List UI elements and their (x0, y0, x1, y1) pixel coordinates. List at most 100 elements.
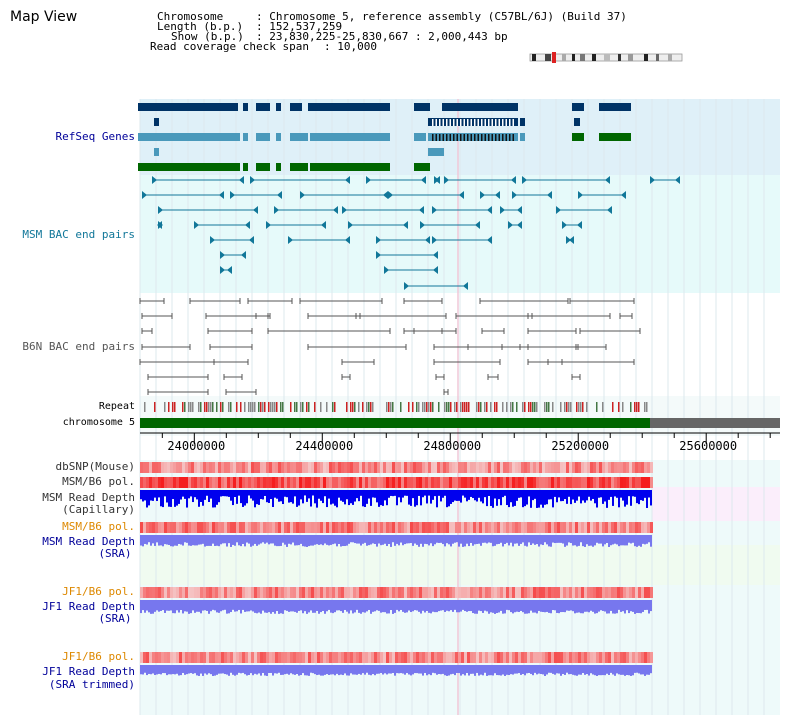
msm-b6-pol2-heat-cell (401, 522, 404, 533)
track-label-msm-b6-pol-1[interactable]: MSM/B6 pol. (62, 475, 135, 488)
refseq-gene-row3-exon[interactable] (276, 133, 281, 141)
msm-b6-pol-heat-cell (629, 477, 632, 488)
jf1-trimmed-depth-bar (386, 665, 388, 675)
msm-b6-pol-heat-cell (593, 477, 596, 488)
msm-sra-depth-bar (290, 535, 292, 545)
refseq-gene-row3-exon[interactable] (310, 133, 390, 141)
refseq-gene-row4-exon[interactable] (428, 148, 444, 156)
refseq-gene-row1-exon[interactable] (442, 103, 518, 111)
refseq-gene-row3-exon[interactable] (138, 133, 240, 141)
refseq-gene-row5-exon[interactable] (276, 163, 281, 171)
track-label-msm-read-depth-sra-1[interactable]: MSM Read Depth (42, 535, 135, 548)
track-label-msm-bac[interactable]: MSM BAC end pairs (22, 228, 135, 241)
track-label-jf1-read-depth-sra-1[interactable]: JF1 Read Depth (42, 600, 135, 613)
refseq-gene-row1-exon[interactable] (572, 103, 584, 111)
refseq-gene-row4-exon[interactable] (154, 148, 159, 156)
msm-b6-pol-heat-cell (407, 477, 410, 488)
msm-capillary-depth-bar (460, 490, 462, 503)
refseq-gene-row2-exon[interactable] (574, 118, 580, 126)
jf1-trimmed-depth-bar (414, 665, 416, 674)
refseq-gene-row1-exon[interactable] (138, 103, 238, 111)
refseq-gene-row3-exon[interactable] (520, 133, 525, 141)
refseq-gene-row1-exon[interactable] (290, 103, 302, 111)
msm-bac-end-marker (425, 236, 430, 244)
jf1-b6-pol2-heat-cell (158, 652, 161, 663)
msm-sra-depth-bar (412, 535, 414, 546)
msm-capillary-depth-bar (330, 490, 332, 505)
jf1-b6-pol-heat-cell (428, 587, 431, 598)
msm-sra-depth-bar (446, 535, 448, 544)
msm-capillary-depth-bar (344, 490, 346, 505)
msm-sra-depth-bar (272, 535, 274, 544)
jf1-sra-depth-bar (572, 600, 574, 612)
jf1-sra-depth-bar (404, 600, 406, 613)
jf1-b6-pol-heat-cell (536, 587, 539, 598)
track-label-refseq[interactable]: RefSeq Genes (55, 130, 135, 143)
refseq-gene-row5-exon[interactable] (290, 163, 308, 171)
refseq-gene-row1-exon[interactable] (243, 103, 248, 111)
msm-sra-depth-bar (458, 535, 460, 547)
refseq-gene-row1-exon[interactable] (276, 103, 281, 111)
msm-capillary-depth-bar (262, 490, 264, 500)
refseq-gene-row3-exon[interactable] (414, 133, 426, 141)
track-label-msm-b6-pol-2[interactable]: MSM/B6 pol. (62, 520, 135, 533)
msm-sra-depth-bar (316, 535, 318, 545)
msm-b6-pol2-heat-cell (233, 522, 236, 533)
jf1-sra-depth-bar (202, 600, 204, 611)
msm-b6-pol2-heat-cell (464, 522, 467, 533)
refseq-gene-row5-exon[interactable] (243, 163, 248, 171)
jf1-sra-depth-bar (416, 600, 418, 611)
repeat-element (190, 402, 192, 412)
jf1-sra-depth-bar (398, 600, 400, 612)
msm-b6-pol2-heat-cell (632, 522, 635, 533)
refseq-gene-row1-exon[interactable] (599, 103, 631, 111)
track-label-b6n-bac[interactable]: B6N BAC end pairs (22, 340, 135, 353)
track-label-jf1-read-depth-trim-1[interactable]: JF1 Read Depth (42, 665, 135, 678)
msm-capillary-depth-bar (358, 490, 360, 502)
refseq-gene-row5-exon[interactable] (138, 163, 240, 171)
repeat-element (272, 402, 274, 412)
repeat-element (208, 402, 210, 412)
refseq-gene-row5-exon[interactable] (414, 163, 430, 171)
msm-capillary-depth-bar (598, 490, 600, 498)
msm-sra-depth-bar (162, 535, 164, 547)
jf1-sra-depth-bar (350, 600, 352, 611)
refseq-gene-row1-exon[interactable] (256, 103, 270, 111)
msm-b6-pol-heat-cell (224, 477, 227, 488)
refseq-gene-row1-exon[interactable] (414, 103, 430, 111)
refseq-gene-row3-exon[interactable] (256, 133, 270, 141)
dbsnp-heat-cell (611, 462, 614, 473)
dbsnp-heat-cell (197, 462, 200, 473)
track-label-jf1-b6-pol-2[interactable]: JF1/B6 pol. (62, 650, 135, 663)
refseq-gene-row3-exon[interactable] (243, 133, 248, 141)
refseq-gene-row5-exon[interactable] (256, 163, 270, 171)
msm-capillary-depth-bar (466, 490, 468, 502)
jf1-sra-depth-bar (248, 600, 250, 612)
refseq-gene-row5-exon[interactable] (310, 163, 390, 171)
jf1-trimmed-depth-bar (256, 665, 258, 675)
refseq-gene-row2-exon[interactable] (154, 118, 159, 126)
msm-capillary-depth-bar (462, 490, 464, 496)
refseq-gene-row3-exon[interactable] (428, 133, 518, 141)
refseq-gene-row2-exon[interactable] (428, 118, 518, 126)
jf1-b6-pol-heat-cell (206, 587, 209, 598)
jf1-b6-pol2-heat-cell (443, 652, 446, 663)
msm-capillary-depth-bar (378, 490, 380, 507)
msm-sra-depth-bar (540, 535, 542, 545)
refseq-gene-row3b-exon[interactable] (572, 133, 584, 141)
refseq-gene-row3-exon[interactable] (290, 133, 308, 141)
msm-capillary-depth-bar (432, 490, 434, 500)
dbsnp-heat-cell (539, 462, 542, 473)
msm-capillary-depth-bar (212, 490, 214, 508)
refseq-gene-row3b-exon[interactable] (599, 133, 631, 141)
dbsnp-heat-cell (374, 462, 377, 473)
track-label-dbsnp[interactable]: dbSNP(Mouse) (55, 460, 135, 473)
refseq-gene-row2-exon[interactable] (520, 118, 525, 126)
jf1-b6-pol-heat-cell (332, 587, 335, 598)
track-label-msm-read-depth-cap-1[interactable]: MSM Read Depth (42, 491, 135, 504)
refseq-gene-row1-exon[interactable] (308, 103, 390, 111)
track-label-jf1-b6-pol-1[interactable]: JF1/B6 pol. (62, 585, 135, 598)
exon-boundary (432, 119, 434, 126)
msm-bac-end-marker (487, 206, 492, 214)
